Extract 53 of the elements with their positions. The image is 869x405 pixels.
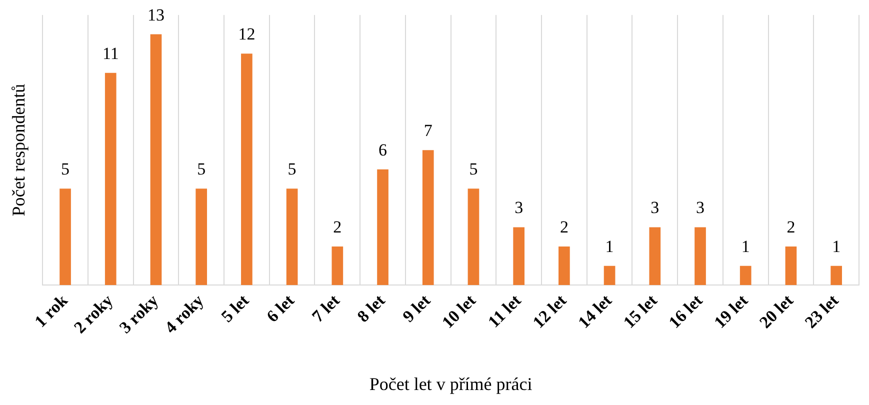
x-tick-label: 5 let [218, 290, 253, 326]
bar [60, 188, 71, 286]
bar [649, 227, 661, 286]
x-tick-label: 15 let [620, 290, 662, 332]
x-tick-label: 1 rok [30, 290, 72, 332]
bar [604, 266, 616, 286]
bar [740, 266, 752, 286]
bar [558, 246, 570, 286]
data-label: 5 [288, 160, 296, 179]
x-tick-label: 19 let [710, 290, 752, 332]
data-label: 5 [469, 160, 478, 179]
bar [196, 188, 208, 286]
x-tick-label: 10 let [438, 290, 480, 332]
x-tick-label: 16 let [665, 290, 706, 332]
data-label: 5 [61, 160, 70, 179]
bar [150, 34, 162, 286]
y-axis-title: Počet respondentů [8, 84, 29, 216]
bar [286, 188, 298, 286]
data-label: 1 [832, 236, 841, 256]
bar [241, 54, 252, 286]
bar [468, 188, 480, 286]
x-tick-label: 6 let [262, 290, 298, 326]
bar [513, 227, 525, 286]
x-tick-label: 9 let [398, 290, 434, 326]
bar [694, 227, 706, 286]
data-label: 7 [424, 121, 433, 140]
x-axis-title: Počet let v přímé práci [369, 374, 532, 394]
x-tick-label: 23 let [801, 290, 842, 332]
data-label: 2 [786, 218, 796, 237]
data-label: 2 [333, 218, 342, 237]
bar [785, 246, 797, 286]
data-label: 3 [650, 198, 660, 218]
x-tick-label: 7 let [308, 290, 344, 326]
bar [830, 266, 842, 286]
bar [422, 150, 434, 286]
data-label: 2 [560, 218, 568, 237]
x-tick-label: 12 let [528, 290, 570, 332]
x-tick-label: 14 let [574, 290, 616, 332]
data-label: 11 [102, 44, 119, 63]
bar [332, 246, 344, 286]
x-tick-label: 20 let [756, 290, 798, 332]
data-label: 12 [238, 24, 256, 44]
data-label: 13 [147, 5, 164, 24]
bar [377, 169, 388, 286]
x-tick-label: 11 let [484, 290, 525, 332]
data-label: 1 [605, 236, 614, 256]
x-tick-label: 8 let [354, 290, 389, 326]
data-label: 1 [741, 236, 750, 256]
bar [104, 72, 116, 286]
data-label: 5 [197, 160, 206, 179]
data-label: 6 [378, 140, 388, 160]
data-label: 3 [696, 198, 705, 218]
data-label: 3 [514, 198, 524, 218]
